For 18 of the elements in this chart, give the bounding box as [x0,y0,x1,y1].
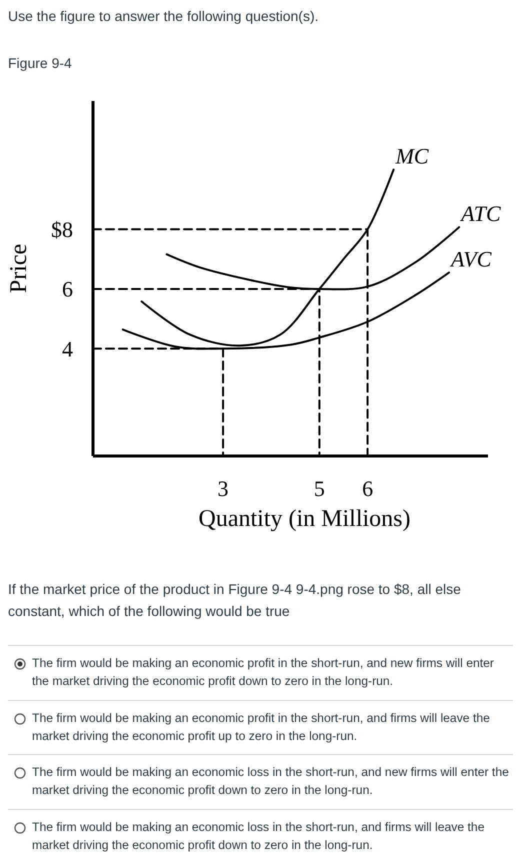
text: Use the figure to answer the following question(s). [8,8,318,24]
text: The firm would be making an economic loss in the short-run, and firms will leave the market driving the economic profit down to zero in the long-run. [32,818,486,854]
x-tick-label: 5 [314,476,325,501]
text: The firm would be making an economic loss in the short-run, and new firms will enter the market driving the economic profit down to zero in the long-run. [32,764,510,799]
y-tick-label: $8 [51,216,73,242]
x-axis-title: Quantity (in Millions) [198,506,410,532]
series-label: AVC [448,246,492,272]
caption: Figure 9-4 [8,55,72,71]
text: If the market price of the product in Figure 9-4 9-4.png rose to $8, all else constant, which of the following would be true [8,580,462,621]
text: The firm would be making an economic profit in the short-run, and new firms will enter the market driving the economic profit down to zero in the long-run. [32,655,495,690]
series-label: MC [394,144,429,169]
y-axis-title: Price [6,244,32,294]
text: The firm would be making an economic profit in the short-run, and firms will leave the market driving the economic profit up to zero in the long-run. [32,710,491,744]
x-tick-label: 3 [218,476,229,501]
y-tick-label: 6 [62,276,73,302]
series-label: ATC [459,201,501,226]
y-tick-label: 4 [62,336,73,362]
x-tick-label: 6 [362,476,374,501]
